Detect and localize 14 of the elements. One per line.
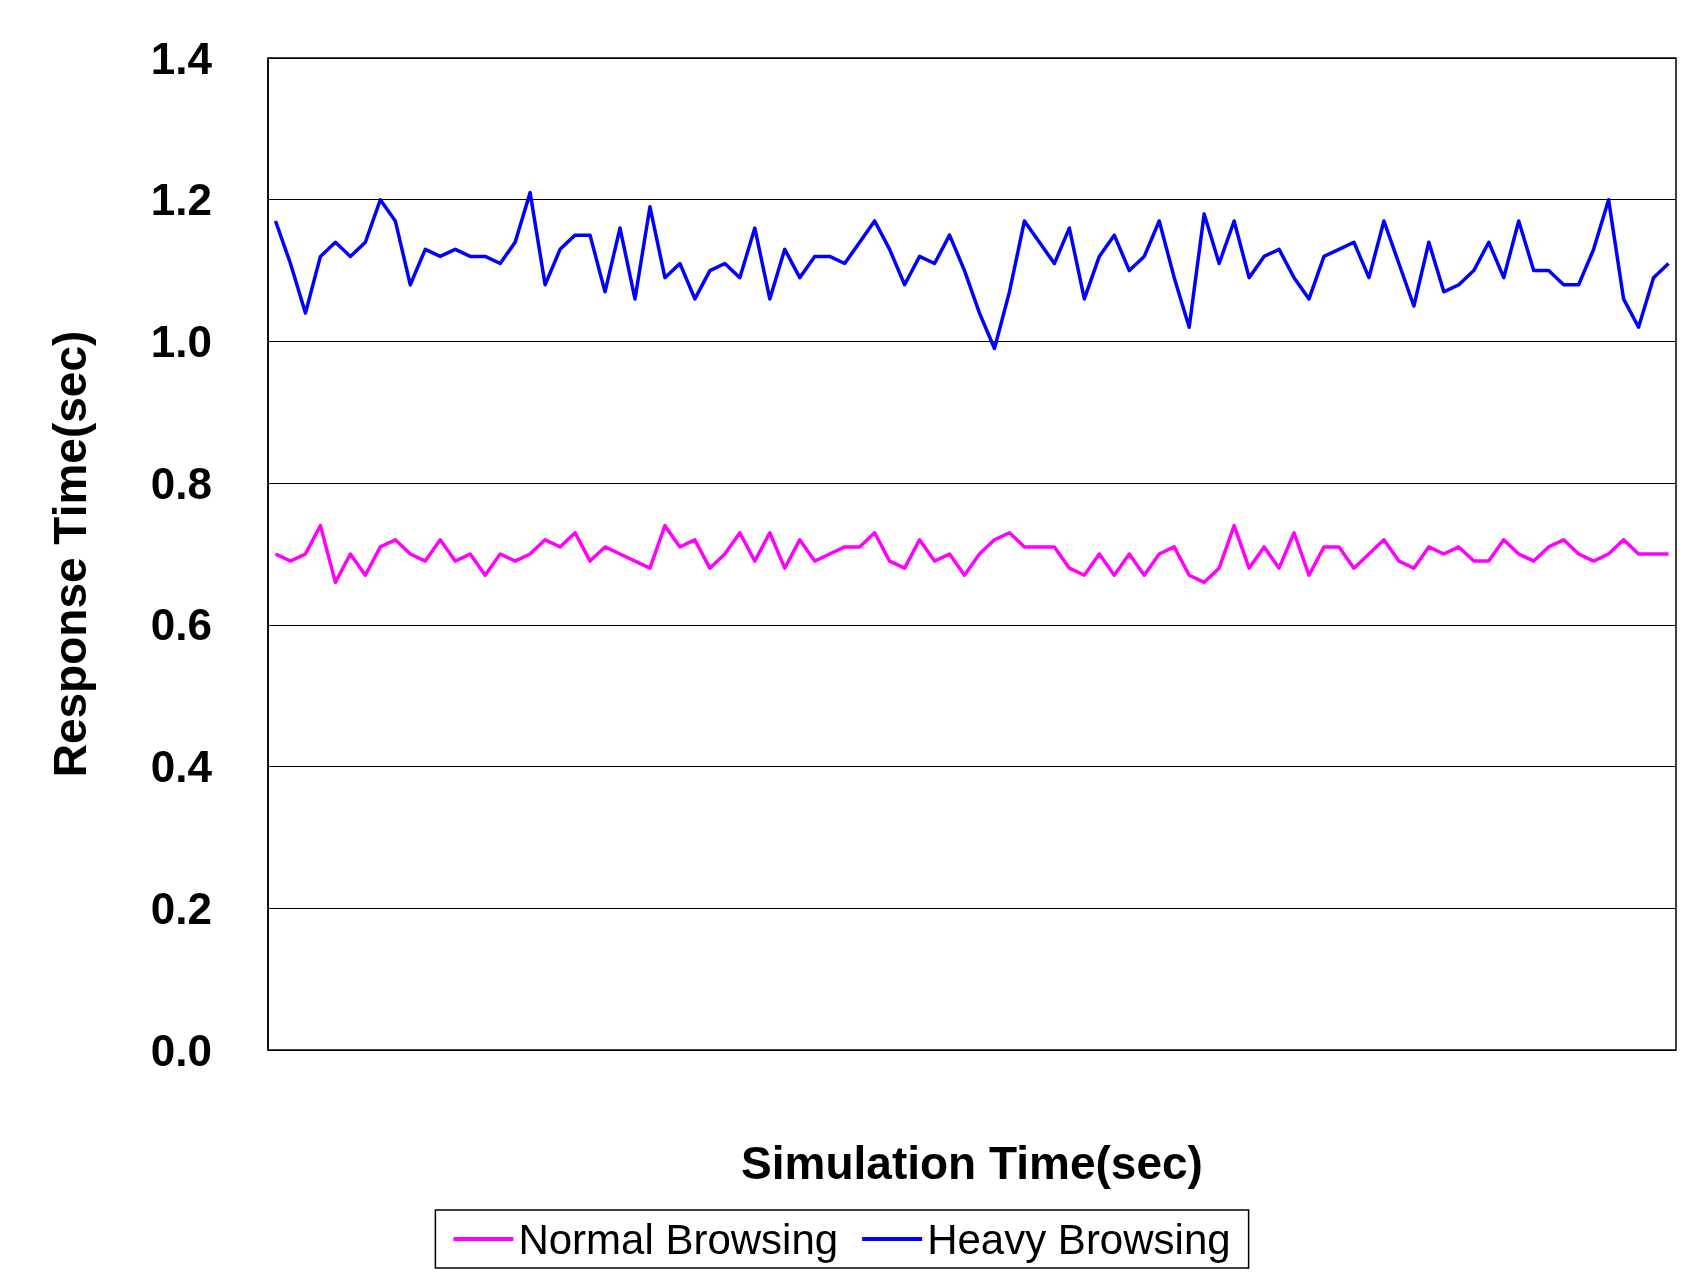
legend-label: Heavy Browsing	[927, 1215, 1231, 1263]
y-tick-label: 0.0	[150, 1025, 212, 1075]
x-axis-title: Simulation Time(sec)	[741, 1137, 1203, 1189]
y-tick-label: 0.8	[150, 458, 212, 508]
y-axis-title: Response Time(sec)	[44, 330, 96, 778]
y-tick-label: 0.4	[150, 742, 213, 792]
line-series	[273, 190, 1671, 351]
y-tick-label: 0.2	[150, 883, 212, 933]
y-tick-label: 1.2	[150, 175, 212, 225]
y-tick-label: 0.6	[150, 600, 212, 650]
line-series	[273, 523, 1671, 585]
y-tick-label: 1.4	[150, 33, 213, 83]
legend-label: Normal Browsing	[518, 1215, 839, 1263]
y-tick-label: 1.0	[150, 316, 212, 366]
